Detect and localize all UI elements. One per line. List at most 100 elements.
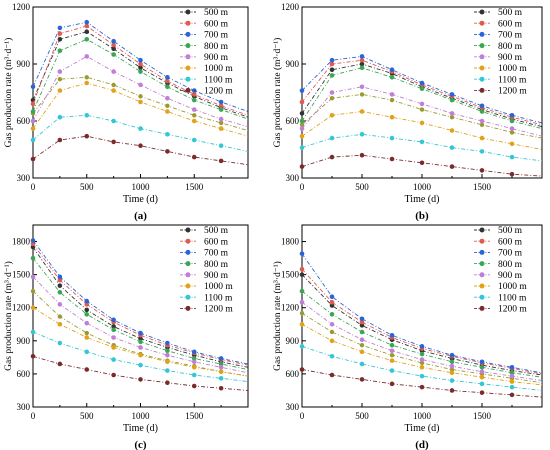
- data-point: [138, 94, 143, 99]
- data-point: [389, 333, 395, 338]
- data-point: [84, 298, 90, 304]
- data-point: [419, 107, 425, 112]
- data-point: [84, 312, 90, 317]
- data-point: [479, 122, 485, 128]
- data-point: [165, 359, 170, 365]
- panel-label: (b): [415, 210, 429, 222]
- data-point: [165, 84, 170, 90]
- y-tick-label: 600: [17, 116, 31, 126]
- data-point: [449, 92, 455, 97]
- x-tick-label: 1000: [132, 411, 151, 421]
- data-point: [419, 364, 425, 370]
- data-point: [30, 84, 36, 90]
- legend-label: 1000 m: [204, 64, 233, 74]
- data-point: [84, 113, 90, 118]
- legend-marker: [185, 238, 191, 244]
- series-line: [32, 276, 249, 374]
- data-point: [191, 349, 197, 355]
- legend-marker: [479, 294, 485, 300]
- data-point: [218, 126, 224, 131]
- x-tick-label: 500: [355, 182, 369, 192]
- x-tick-label: 1000: [132, 182, 151, 192]
- data-point: [84, 307, 90, 313]
- data-point: [329, 329, 335, 335]
- x-tick-label: 1000: [413, 411, 432, 421]
- data-point: [359, 54, 365, 59]
- y-tick-label: 1500: [281, 270, 300, 280]
- panel-label: (a): [134, 210, 147, 222]
- data-point: [299, 288, 305, 294]
- data-point: [111, 69, 116, 74]
- legend-marker: [185, 249, 191, 255]
- legend-label: 500 m: [204, 226, 229, 236]
- y-tick-label: 300: [17, 173, 31, 183]
- data-point: [509, 118, 515, 124]
- data-point: [329, 321, 335, 327]
- series-line: [32, 355, 249, 391]
- data-point: [329, 154, 335, 160]
- data-point: [57, 88, 63, 93]
- data-point: [165, 78, 170, 84]
- data-point: [509, 364, 515, 370]
- legend-label: 700 m: [204, 31, 229, 41]
- data-point: [191, 356, 197, 361]
- data-point: [329, 90, 335, 95]
- legend-marker: [479, 272, 485, 278]
- panel-label: (c): [134, 439, 147, 450]
- legend-label: 1100 m: [204, 293, 233, 303]
- legend-label: 1200 m: [498, 305, 527, 315]
- y-tick-label: 1200: [12, 2, 31, 12]
- data-point: [191, 372, 197, 378]
- data-point: [30, 288, 36, 294]
- y-tick-label: 300: [286, 402, 300, 412]
- legend-label: 1000 m: [498, 64, 527, 74]
- data-point: [191, 137, 197, 143]
- data-point: [111, 357, 116, 362]
- data-point: [138, 69, 143, 74]
- data-point: [111, 317, 116, 323]
- x-tick-label: 500: [355, 411, 369, 421]
- data-point: [449, 370, 455, 376]
- data-point: [111, 52, 116, 57]
- data-point: [218, 120, 224, 126]
- legend-label: 800 m: [498, 260, 523, 270]
- data-point: [299, 299, 305, 305]
- data-point: [329, 61, 335, 67]
- data-point: [165, 380, 170, 386]
- data-point: [479, 168, 485, 173]
- series-line: [32, 243, 249, 366]
- data-point: [57, 274, 63, 280]
- chart-panel-3: 0 500 1000 1500 300 600 900 1200 1500 1800 Time (d…: [272, 224, 543, 450]
- data-point: [419, 139, 425, 145]
- data-point: [299, 133, 305, 139]
- legend-label: 1200 m: [498, 87, 527, 97]
- data-point: [111, 372, 116, 378]
- data-point: [509, 370, 515, 376]
- data-point: [359, 337, 365, 343]
- x-tick-label: 0: [31, 411, 36, 421]
- chart-panel-1: 0 500 1000 1500 300 600 900 1200 Time (d) Gas pro…: [272, 2, 543, 222]
- series-line: [32, 331, 249, 383]
- x-tick-label: 0: [300, 182, 305, 192]
- data-point: [329, 294, 335, 299]
- data-point: [389, 348, 395, 354]
- data-point: [449, 111, 455, 116]
- data-point: [389, 358, 395, 363]
- y-tick-label: 900: [286, 336, 300, 346]
- data-point: [138, 57, 143, 63]
- legend-marker: [479, 20, 485, 26]
- data-point: [359, 349, 365, 355]
- series-line: [301, 59, 543, 126]
- legend-marker: [185, 76, 191, 82]
- legend-label: 600 m: [498, 237, 523, 247]
- legend-marker: [185, 87, 191, 93]
- data-point: [299, 164, 305, 169]
- data-point: [165, 95, 170, 101]
- data-point: [419, 160, 425, 166]
- legend-marker: [479, 76, 485, 82]
- data-point: [191, 154, 197, 160]
- data-point: [138, 143, 143, 148]
- data-point: [30, 238, 36, 243]
- data-point: [138, 336, 143, 341]
